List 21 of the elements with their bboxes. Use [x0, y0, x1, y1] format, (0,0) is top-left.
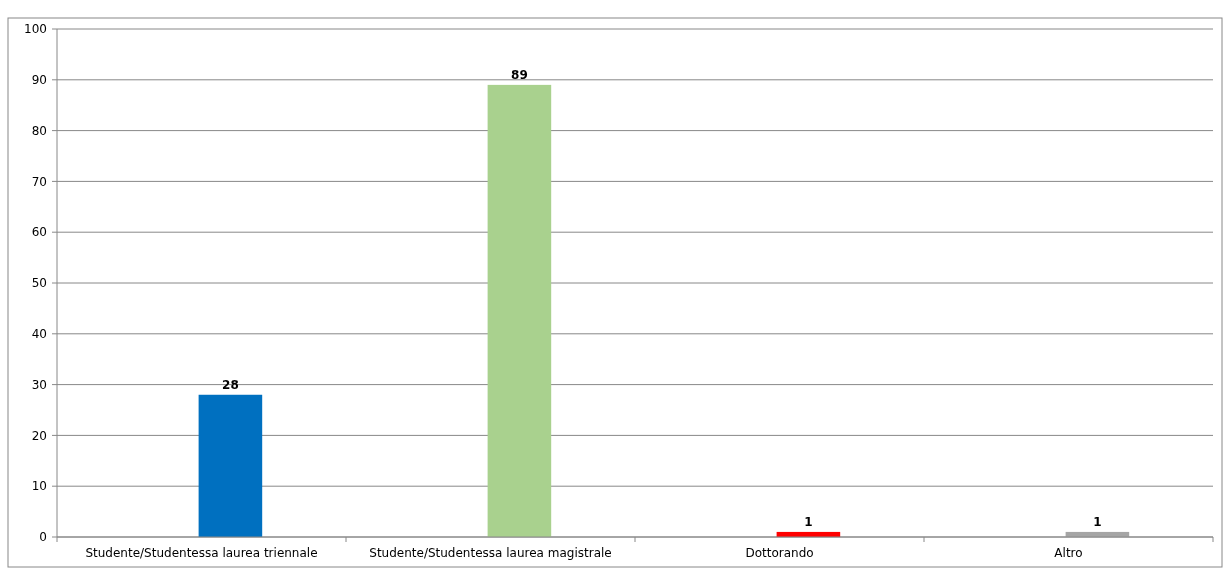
- data-label: 28: [222, 377, 239, 392]
- y-tick-label: 10: [31, 479, 47, 494]
- y-tick-label: 30: [31, 377, 47, 392]
- bar: [487, 84, 552, 537]
- bar: [198, 394, 263, 537]
- y-tick-label: 100: [24, 22, 47, 37]
- y-tick-label: 50: [31, 276, 47, 291]
- y-tick-label: 60: [31, 225, 47, 240]
- x-tick-label: Dottorando: [745, 546, 814, 560]
- x-tick-label: Studente/Studentessa laurea triennale: [85, 546, 318, 560]
- x-tick-label: Altro: [1054, 546, 1083, 560]
- data-label: 1: [1093, 514, 1102, 529]
- y-tick-label: 80: [31, 123, 47, 138]
- y-tick-label: 0: [39, 530, 47, 545]
- y-tick-label: 70: [31, 174, 47, 189]
- data-label: 1: [804, 514, 813, 529]
- y-tick-label: 90: [31, 73, 47, 87]
- data-label: 89: [511, 67, 528, 82]
- x-tick-label: Studente/Studentessa laurea magistrale: [369, 546, 612, 560]
- y-tick-label: 40: [31, 327, 47, 341]
- y-tick-label: 20: [31, 428, 47, 443]
